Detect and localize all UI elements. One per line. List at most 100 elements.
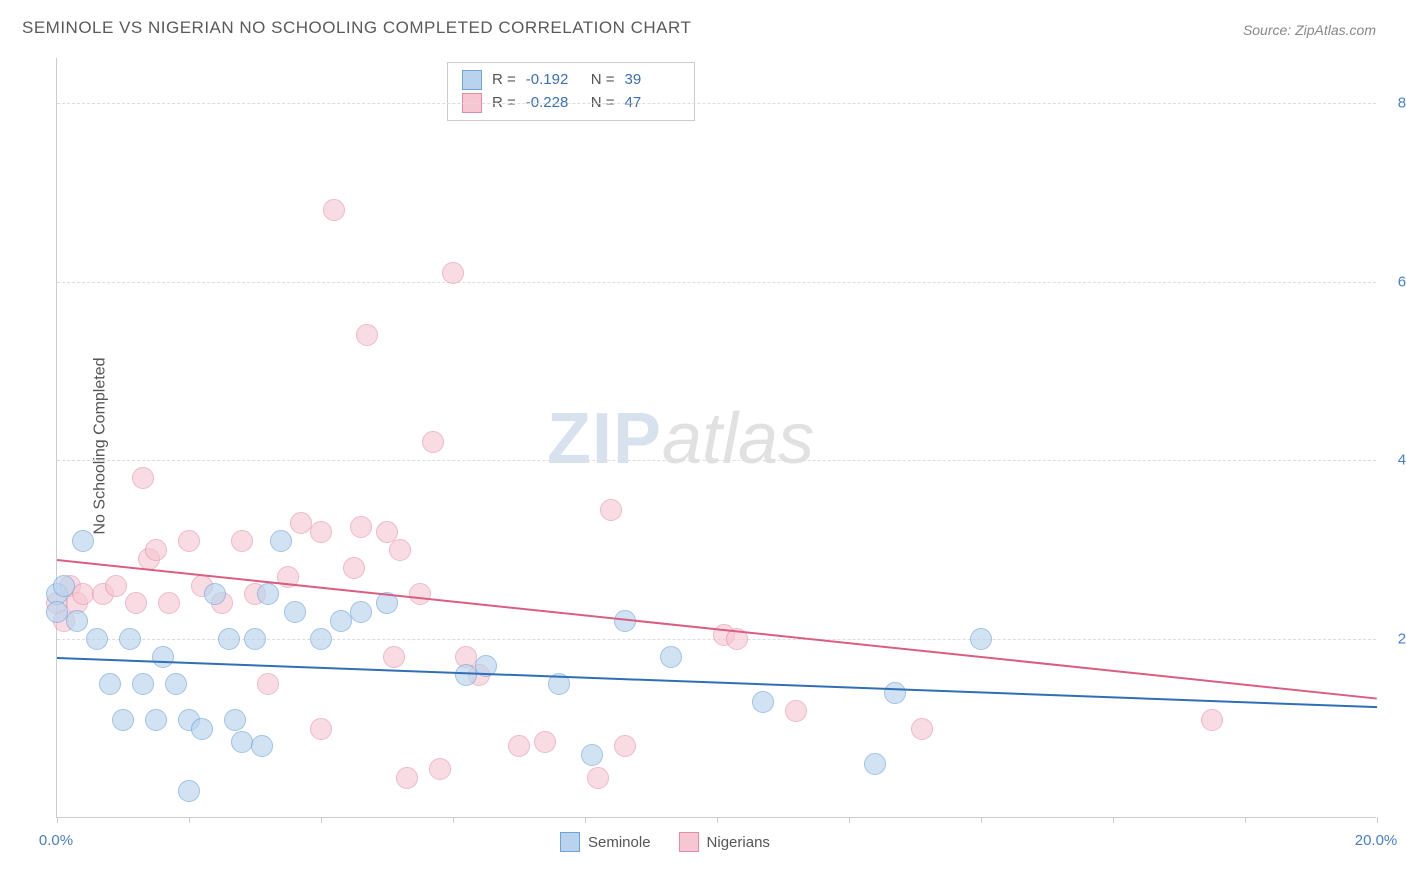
x-tick (1377, 817, 1378, 823)
scatter-point-seminole (145, 709, 167, 731)
n-value-seminole: 39 (625, 69, 680, 92)
x-tick (1113, 817, 1114, 823)
scatter-point-nigerians (508, 735, 530, 757)
scatter-point-nigerians (231, 530, 253, 552)
scatter-point-nigerians (422, 431, 444, 453)
scatter-point-seminole (218, 628, 240, 650)
scatter-point-seminole (66, 610, 88, 632)
grid-line (57, 460, 1376, 461)
scatter-point-seminole (112, 709, 134, 731)
scatter-point-nigerians (396, 767, 418, 789)
scatter-point-nigerians (587, 767, 609, 789)
scatter-point-nigerians (310, 718, 332, 740)
scatter-point-seminole (330, 610, 352, 632)
scatter-point-seminole (224, 709, 246, 731)
scatter-point-seminole (864, 753, 886, 775)
scatter-point-nigerians (614, 735, 636, 757)
scatter-point-seminole (455, 664, 477, 686)
legend-item-seminole: Seminole (560, 832, 651, 852)
scatter-point-nigerians (343, 557, 365, 579)
scatter-point-seminole (72, 530, 94, 552)
scatter-point-nigerians (356, 324, 378, 346)
watermark-atlas: atlas (662, 399, 814, 479)
scatter-point-seminole (350, 601, 372, 623)
chart-title: SEMINOLE VS NIGERIAN NO SCHOOLING COMPLE… (22, 18, 691, 38)
scatter-point-nigerians (158, 592, 180, 614)
scatter-point-nigerians (323, 199, 345, 221)
y-tick-label: 2.0% (1382, 631, 1406, 648)
correlation-legend: R = -0.192 N = 39 R = -0.228 N = 47 (447, 62, 695, 121)
r-label: R = (492, 69, 516, 92)
legend-label-nigerians: Nigerians (707, 834, 770, 851)
scatter-point-nigerians (350, 516, 372, 538)
scatter-point-nigerians (389, 539, 411, 561)
scatter-point-seminole (86, 628, 108, 650)
scatter-point-seminole (53, 575, 75, 597)
legend-item-nigerians: Nigerians (679, 832, 770, 852)
trend-line (57, 657, 1377, 708)
scatter-point-seminole (270, 530, 292, 552)
x-tick (1245, 817, 1246, 823)
scatter-point-nigerians (178, 530, 200, 552)
scatter-point-nigerians (442, 262, 464, 284)
scatter-point-seminole (191, 718, 213, 740)
scatter-point-seminole (284, 601, 306, 623)
x-tick (321, 817, 322, 823)
scatter-point-seminole (970, 628, 992, 650)
scatter-point-seminole (244, 628, 266, 650)
x-tick-label: 20.0% (1355, 832, 1398, 849)
scatter-point-nigerians (429, 758, 451, 780)
scatter-point-seminole (119, 628, 141, 650)
grid-line (57, 282, 1376, 283)
x-tick (585, 817, 586, 823)
chart-plot-area: ZIPatlas R = -0.192 N = 39 R = -0.228 N … (56, 58, 1376, 818)
scatter-point-nigerians (911, 718, 933, 740)
swatch-seminole (560, 832, 580, 852)
scatter-point-nigerians (105, 575, 127, 597)
y-tick-label: 4.0% (1382, 452, 1406, 469)
y-tick-label: 8.0% (1382, 94, 1406, 111)
x-tick (981, 817, 982, 823)
scatter-point-seminole (132, 673, 154, 695)
scatter-point-seminole (231, 731, 253, 753)
x-tick (189, 817, 190, 823)
swatch-nigerians (679, 832, 699, 852)
scatter-point-seminole (165, 673, 187, 695)
legend-label-seminole: Seminole (588, 834, 651, 851)
scatter-point-seminole (310, 628, 332, 650)
y-tick-label: 6.0% (1382, 273, 1406, 290)
scatter-point-nigerians (1201, 709, 1223, 731)
n-label: N = (591, 69, 615, 92)
scatter-point-nigerians (132, 467, 154, 489)
scatter-point-seminole (99, 673, 121, 695)
scatter-point-nigerians (600, 499, 622, 521)
x-tick-label: 0.0% (39, 832, 73, 849)
r-value-seminole: -0.192 (526, 69, 581, 92)
scatter-point-nigerians (383, 646, 405, 668)
scatter-point-seminole (152, 646, 174, 668)
scatter-point-seminole (257, 583, 279, 605)
scatter-point-nigerians (290, 512, 312, 534)
grid-line (57, 103, 1376, 104)
watermark-zip: ZIP (547, 399, 662, 479)
x-tick (849, 817, 850, 823)
x-tick (717, 817, 718, 823)
scatter-point-nigerians (534, 731, 556, 753)
scatter-point-nigerians (310, 521, 332, 543)
swatch-seminole (462, 70, 482, 90)
scatter-point-seminole (46, 601, 68, 623)
scatter-point-seminole (660, 646, 682, 668)
scatter-point-seminole (884, 682, 906, 704)
scatter-point-nigerians (125, 592, 147, 614)
scatter-point-seminole (204, 583, 226, 605)
x-tick (453, 817, 454, 823)
x-tick (57, 817, 58, 823)
source-attribution: Source: ZipAtlas.com (1243, 22, 1376, 38)
series-legend: Seminole Nigerians (560, 832, 770, 852)
scatter-point-nigerians (409, 583, 431, 605)
correlation-row-seminole: R = -0.192 N = 39 (462, 69, 680, 92)
scatter-point-nigerians (257, 673, 279, 695)
scatter-point-nigerians (145, 539, 167, 561)
scatter-point-seminole (178, 780, 200, 802)
scatter-point-seminole (251, 735, 273, 757)
